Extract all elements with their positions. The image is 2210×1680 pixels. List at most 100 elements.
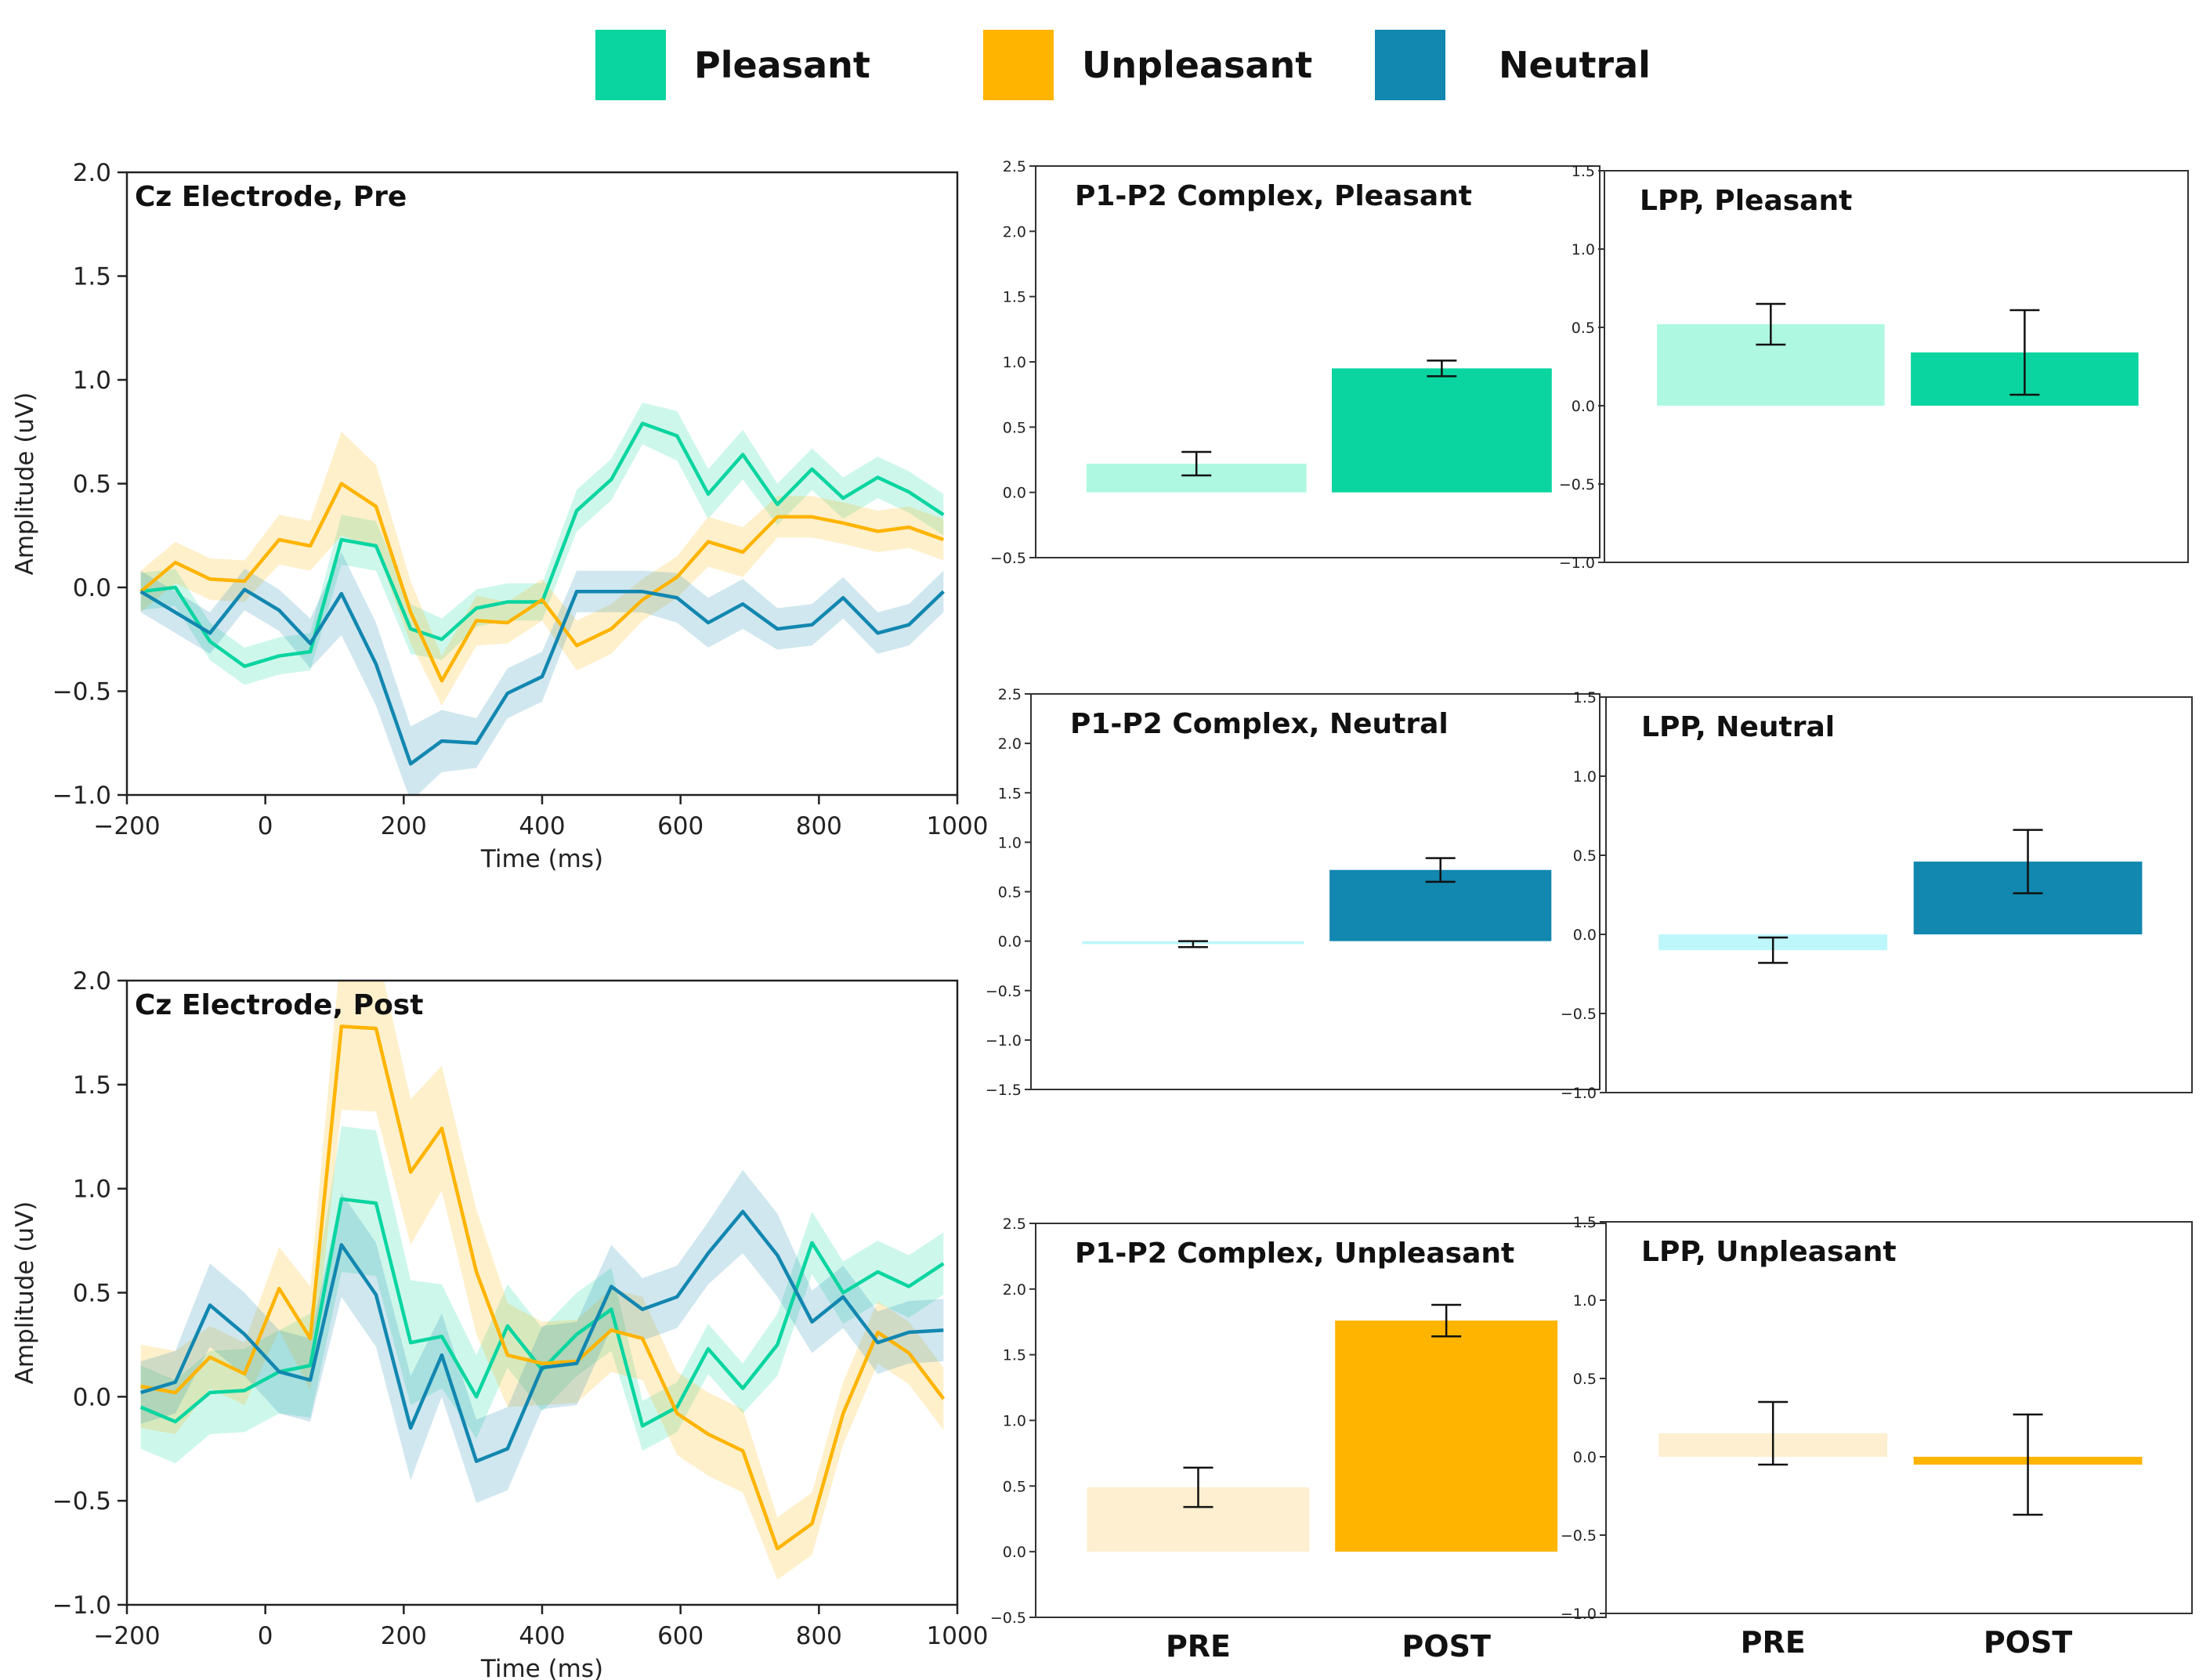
bar-panel-lpp-pleasant: −1.0 −0.5 0.0 0.5 1.0 1.5 LPP, Pleasant bbox=[1559, 163, 2189, 572]
legend-item-pleasant: Pleasant bbox=[595, 30, 870, 100]
y-tick-label: 0.0 bbox=[1572, 398, 1595, 415]
y-tick-label: −0.5 bbox=[986, 983, 1022, 1000]
line-panel-cz-electrode-pre: −1.0 −0.5 0.0 0.5 1.0 1.5 2.0 −200 0 200 400 600 800… bbox=[11, 159, 988, 873]
y-tick-label: 0.5 bbox=[1573, 847, 1597, 865]
y-tick-label: 2.0 bbox=[73, 967, 111, 995]
axes-frame bbox=[1605, 696, 2193, 1093]
y-axis-label: Amplitude (uV) bbox=[11, 392, 39, 576]
y-tick-label: 0.5 bbox=[1572, 320, 1595, 337]
category-label-pre: PRE bbox=[1741, 1625, 1806, 1660]
bar-panel-p1-p2-complex-pleasant: −0.5 0.0 0.5 1.0 1.5 2.0 2.5 P1-P2 Complex, Ple… bbox=[990, 158, 1601, 567]
y-tick-label: −1.0 bbox=[1559, 555, 1595, 572]
y-tick-label: −1.0 bbox=[1561, 1085, 1597, 1102]
y-tick-label: −0.5 bbox=[1561, 1006, 1597, 1023]
y-tick-label: 1.5 bbox=[1573, 689, 1597, 706]
panel-title: P1-P2 Complex, Neutral bbox=[1070, 708, 1449, 740]
legend-item-neutral: Neutral bbox=[1375, 30, 1651, 100]
x-axis-label: Time (ms) bbox=[480, 1655, 603, 1680]
legend-swatch-unpleasant bbox=[983, 30, 1054, 100]
y-tick-label: 2.5 bbox=[1003, 158, 1026, 175]
legend-label-unpleasant: Unpleasant bbox=[1082, 44, 1313, 86]
y-tick-label: 1.0 bbox=[1573, 1292, 1597, 1310]
legend: Pleasant Unpleasant Neutral bbox=[0, 30, 2210, 100]
panel-title: P1-P2 Complex, Pleasant bbox=[1075, 180, 1472, 212]
y-tick-label: −1.0 bbox=[52, 1591, 111, 1620]
axes-frame bbox=[1035, 165, 1601, 558]
panel-title: LPP, Neutral bbox=[1641, 711, 1835, 743]
y-tick-label: 0.5 bbox=[1003, 1478, 1026, 1495]
y-tick-label: 1.5 bbox=[1573, 1214, 1597, 1231]
y-tick-label: 2.0 bbox=[73, 159, 111, 187]
y-tick-label: 1.5 bbox=[1003, 289, 1026, 306]
x-tick-label: 600 bbox=[657, 812, 704, 840]
x-tick-label: 0 bbox=[258, 812, 273, 840]
y-tick-label: 1.0 bbox=[998, 834, 1022, 851]
x-tick-label: 800 bbox=[796, 1622, 842, 1650]
y-tick-label: 1.0 bbox=[1003, 354, 1026, 371]
y-tick-label: −0.5 bbox=[1561, 1527, 1597, 1545]
x-tick-label: −200 bbox=[93, 1622, 160, 1650]
y-tick-label: 0.0 bbox=[998, 934, 1022, 951]
y-tick-label: 1.0 bbox=[1003, 1413, 1026, 1430]
y-tick-label: 1.5 bbox=[1572, 163, 1595, 180]
x-tick-label: 200 bbox=[381, 812, 427, 840]
bar-post bbox=[1332, 368, 1552, 493]
bar-panel-lpp-neutral: −1.0 −0.5 0.0 0.5 1.0 1.5 LPP, Neutral bbox=[1561, 689, 2193, 1102]
line-neutral bbox=[139, 587, 945, 766]
category-label-pre: PRE bbox=[1166, 1629, 1231, 1664]
y-tick-label: −0.5 bbox=[52, 678, 111, 706]
y-tick-label: 1.0 bbox=[73, 1176, 111, 1204]
y-tick-label: −1.0 bbox=[52, 782, 111, 810]
y-tick-label: 1.0 bbox=[73, 367, 111, 395]
y-tick-label: 1.5 bbox=[1003, 1347, 1026, 1364]
y-tick-label: 0.0 bbox=[1573, 1449, 1597, 1466]
legend-label-pleasant: Pleasant bbox=[694, 44, 870, 86]
y-tick-label: −0.5 bbox=[990, 1610, 1026, 1627]
panel-title: P1-P2 Complex, Unpleasant bbox=[1075, 1237, 1514, 1270]
bar-panel-p1-p2-complex-neutral: −1.5 −1.0 −0.5 0.0 0.5 1.0 1.5 2.0 2.5 P1-P2 Comp… bbox=[986, 686, 1601, 1099]
line-neutral bbox=[140, 1209, 944, 1463]
x-tick-label: −200 bbox=[93, 812, 160, 840]
category-label-post: POST bbox=[1402, 1629, 1491, 1664]
legend-label-neutral: Neutral bbox=[1499, 44, 1651, 86]
y-tick-label: 0.5 bbox=[73, 1280, 111, 1308]
y-tick-label: 1.0 bbox=[1572, 241, 1595, 258]
y-tick-label: 0.0 bbox=[73, 574, 111, 602]
y-tick-label: 0.5 bbox=[998, 884, 1022, 901]
y-tick-label: 1.5 bbox=[998, 785, 1022, 802]
y-tick-label: −0.5 bbox=[990, 550, 1026, 567]
y-tick-label: 2.0 bbox=[998, 735, 1022, 753]
x-tick-label: 800 bbox=[796, 812, 842, 840]
legend-swatch-pleasant bbox=[595, 30, 666, 100]
band-unpleasant bbox=[140, 981, 944, 1581]
x-tick-label: 200 bbox=[381, 1622, 427, 1650]
axes-frame bbox=[1604, 170, 2189, 563]
panel-title: LPP, Pleasant bbox=[1640, 185, 1852, 217]
bar-panel-lpp-unpleasant: −1.0 −0.5 0.0 0.5 1.0 1.5 LPP, Unpleasant PRE PO… bbox=[1561, 1214, 2193, 1660]
x-tick-label: 0 bbox=[258, 1622, 273, 1650]
category-label-post: POST bbox=[1984, 1625, 2073, 1660]
bar-post bbox=[1335, 1321, 1558, 1552]
line-unpleasant bbox=[139, 482, 945, 683]
x-tick-label: 600 bbox=[657, 1622, 704, 1650]
bar-panel-p1-p2-complex-unpleasant: −0.5 0.0 0.5 1.0 1.5 2.0 2.5 P1-P2 Complex, Unp… bbox=[990, 1216, 1607, 1664]
panel-title: Cz Electrode, Post bbox=[135, 989, 423, 1021]
y-tick-label: 1.0 bbox=[1573, 768, 1597, 786]
y-tick-label: 0.5 bbox=[73, 471, 111, 499]
x-tick-label: 400 bbox=[519, 1622, 565, 1650]
y-tick-label: 2.5 bbox=[1003, 1216, 1026, 1233]
x-axis-label: Time (ms) bbox=[480, 845, 603, 873]
y-tick-label: 0.0 bbox=[1573, 927, 1597, 944]
x-tick-label: 400 bbox=[519, 812, 565, 840]
y-axis-label: Amplitude (uV) bbox=[11, 1201, 39, 1385]
y-tick-label: 0.0 bbox=[73, 1383, 111, 1411]
y-tick-label: 1.5 bbox=[73, 1071, 111, 1100]
x-tick-label: 1000 bbox=[927, 1622, 989, 1650]
plot-area bbox=[139, 403, 945, 795]
y-tick-label: 1.5 bbox=[73, 263, 111, 291]
y-tick-label: −1.5 bbox=[986, 1082, 1022, 1099]
x-tick-label: 1000 bbox=[927, 812, 989, 840]
band-pleasant bbox=[140, 1125, 944, 1464]
band-neutral bbox=[140, 1169, 944, 1503]
y-tick-label: 0.0 bbox=[1003, 485, 1026, 502]
